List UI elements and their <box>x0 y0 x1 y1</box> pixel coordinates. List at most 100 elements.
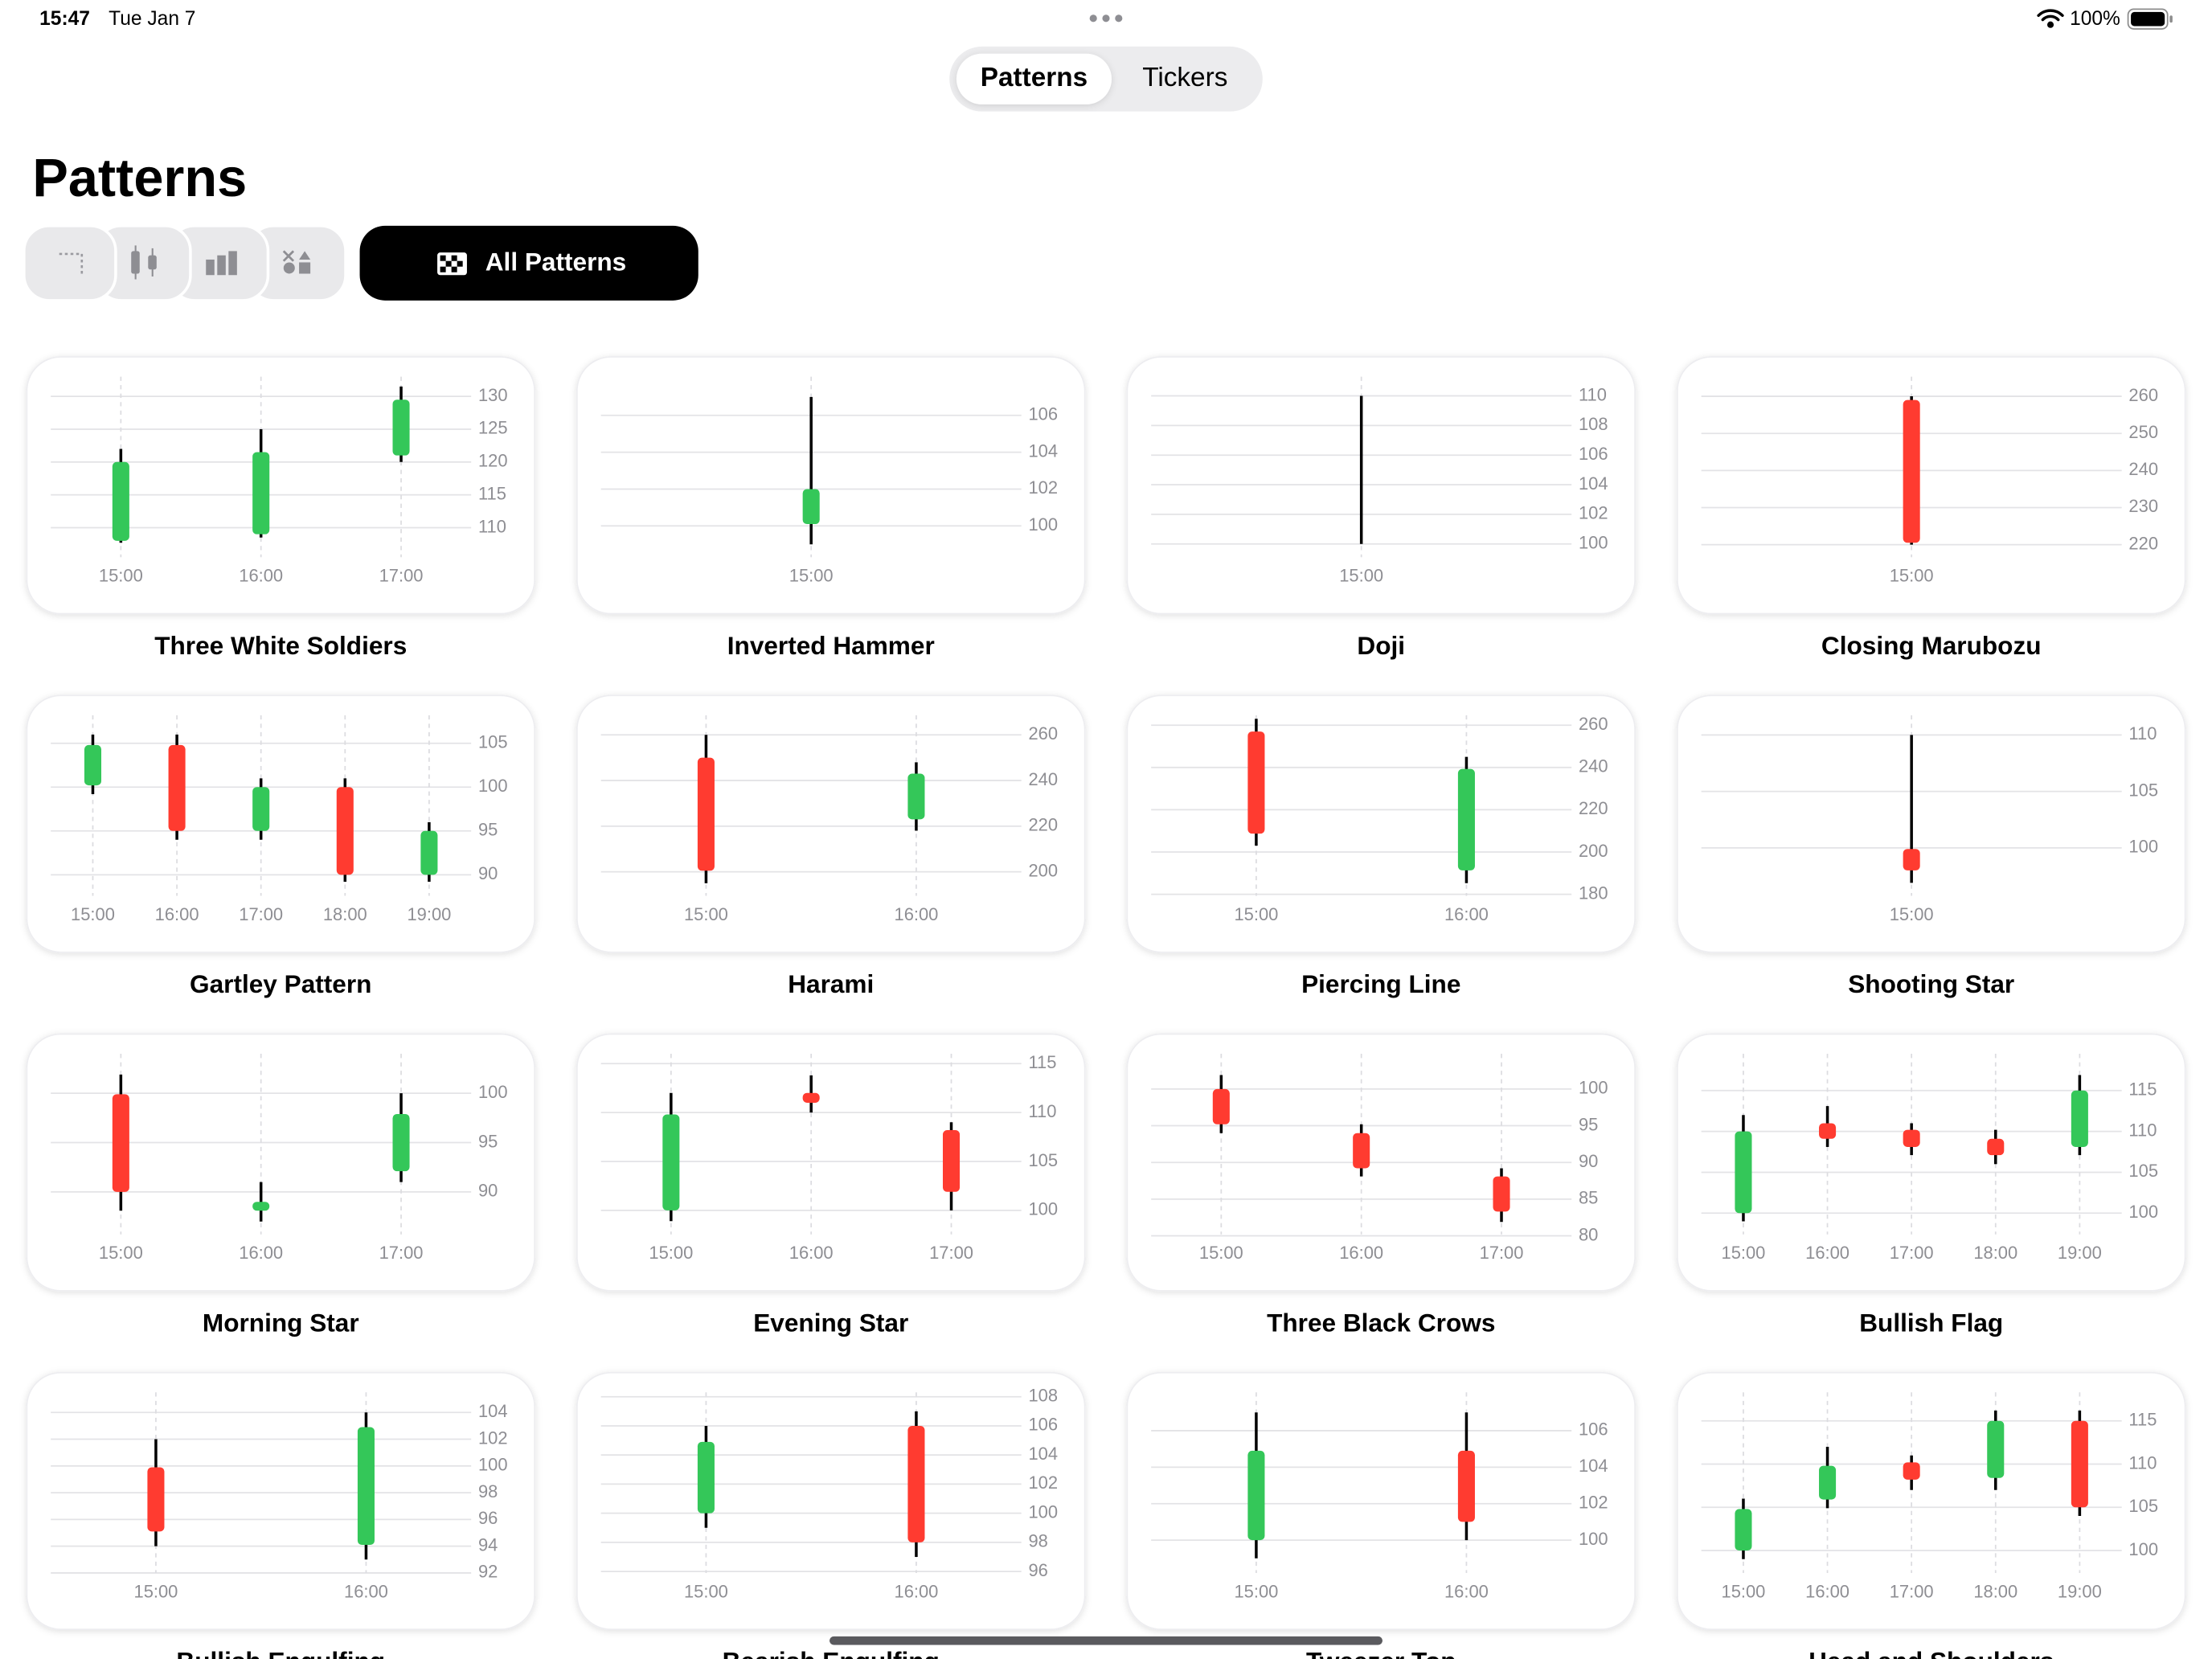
candle-body <box>1735 1509 1752 1550</box>
filter-icons <box>23 224 347 302</box>
candle-body <box>84 744 102 786</box>
y-tick-label: 104 <box>1579 473 1608 494</box>
x-tick-label: 18:00 <box>1973 1243 2017 1263</box>
y-tick-label: 102 <box>1579 1493 1608 1513</box>
candle-body <box>1903 1462 1920 1480</box>
multitask-dots[interactable] <box>1089 14 1123 23</box>
pattern-name: Three White Soldiers <box>154 631 407 660</box>
pattern-card[interactable]: 100 102 104 106 15:00 16:00 Tweezer Top <box>1126 1371 1636 1659</box>
y-tick-label: 98 <box>1028 1531 1047 1551</box>
x-tick-label: 18:00 <box>323 904 367 924</box>
candle-body <box>1212 1088 1230 1124</box>
y-tick-label: 230 <box>2128 496 2158 516</box>
candle-body <box>1353 1133 1370 1169</box>
card-background <box>1676 694 2186 953</box>
candle-body <box>357 1427 375 1545</box>
y-tick-label: 105 <box>2128 1161 2158 1181</box>
pattern-name: Bearish Engulfing <box>723 1647 940 1659</box>
pattern-card[interactable]: 100 102 104 106 15:00 Inverted Hammer <box>576 356 1086 660</box>
candle-body <box>112 1094 129 1192</box>
y-tick-label: 250 <box>2128 422 2158 442</box>
candle-body <box>1247 731 1265 834</box>
candle-body <box>392 1113 410 1172</box>
y-tick-label: 95 <box>1579 1114 1598 1134</box>
segment-patterns[interactable]: Patterns <box>981 63 1088 92</box>
x-tick-label: 17:00 <box>1480 1243 1524 1263</box>
y-tick-label: 110 <box>478 516 506 536</box>
y-tick-label: 102 <box>1579 503 1608 523</box>
y-tick-label: 100 <box>2128 837 2158 857</box>
y-tick-label: 104 <box>478 1401 508 1421</box>
candle-body <box>907 773 925 820</box>
y-tick-label: 108 <box>1579 414 1608 434</box>
candle-body <box>662 1114 680 1210</box>
x-tick-label: 16:00 <box>1444 1581 1489 1601</box>
y-tick-label: 100 <box>1579 1078 1608 1098</box>
battery-percent: 100% <box>2070 8 2120 30</box>
y-tick-label: 108 <box>1028 1386 1058 1406</box>
pattern-name: Piercing Line <box>1301 969 1460 998</box>
all-patterns-label[interactable]: All Patterns <box>485 248 626 276</box>
pattern-card[interactable]: 180 200 220 240 260 15:00 16:00 Piercing Line <box>1126 694 1636 998</box>
y-tick-label: 260 <box>1028 723 1058 743</box>
y-tick-label: 90 <box>478 863 498 883</box>
page-title: Patterns <box>32 149 247 208</box>
y-tick-label: 220 <box>1579 798 1608 818</box>
x-tick-label: 16:00 <box>895 904 939 924</box>
x-tick-label: 16:00 <box>895 1581 939 1601</box>
y-tick-label: 92 <box>478 1562 498 1582</box>
filter-lines[interactable] <box>23 224 117 302</box>
y-tick-label: 106 <box>1579 444 1608 464</box>
y-tick-label: 96 <box>478 1508 498 1528</box>
pattern-card[interactable]: 110 115 120 125 130 15:00 16:00 17:00 Three Whit… <box>26 356 536 660</box>
pattern-card[interactable]: 90 95 100 105 15:00 16:00 17:00 18:00 19:00 Gartl… <box>26 694 536 998</box>
y-tick-label: 95 <box>478 1131 498 1151</box>
pattern-card[interactable]: 100 105 110 115 15:00 16:00 17:00 18:00 19:00 Hea… <box>1676 1371 2186 1659</box>
y-tick-label: 94 <box>478 1534 498 1555</box>
pattern-name: Bullish Flag <box>1859 1308 2003 1337</box>
x-tick-label: 15:00 <box>1234 1581 1278 1601</box>
pattern-card[interactable]: 100 102 104 106 108 110 15:00 Doji <box>1126 356 1636 660</box>
y-tick-label: 96 <box>1028 1560 1047 1580</box>
pattern-card[interactable]: 220 230 240 250 260 15:00 Closing Marubozu <box>1676 356 2186 660</box>
y-tick-label: 102 <box>1028 1473 1058 1493</box>
battery-icon <box>2127 8 2173 30</box>
y-tick-label: 85 <box>1579 1188 1598 1208</box>
y-tick-label: 240 <box>2128 459 2158 479</box>
y-tick-label: 115 <box>2128 1079 2157 1100</box>
pattern-name: Three Black Crows <box>1267 1308 1495 1337</box>
pattern-card[interactable]: 90 95 100 15:00 16:00 17:00 Morning Star <box>26 1033 536 1337</box>
y-tick-label: 104 <box>1579 1456 1608 1476</box>
segment-selected[interactable] <box>956 53 1112 104</box>
segment-tickers[interactable]: Tickers <box>1142 63 1227 92</box>
candle-body <box>168 744 186 831</box>
candle-body <box>1457 768 1475 870</box>
x-tick-label: 15:00 <box>1199 1243 1243 1263</box>
all-patterns-button[interactable] <box>359 225 698 301</box>
pattern-card[interactable]: 100 105 110 15:00 Shooting Star <box>1676 694 2186 998</box>
pattern-card[interactable]: 92 94 96 98 100 102 104 15:00 16:00 Bullish Engul… <box>26 1371 536 1659</box>
pattern-card[interactable]: 200 220 240 260 15:00 16:00 Harami <box>576 694 1086 998</box>
pattern-card[interactable]: 100 105 110 115 15:00 16:00 17:00 18:00 19:00 Bul… <box>1676 1033 2186 1337</box>
candle-body <box>1247 1450 1265 1541</box>
y-tick-label: 240 <box>1579 756 1608 776</box>
candle-body <box>2071 1420 2088 1508</box>
y-tick-label: 120 <box>478 451 508 471</box>
x-tick-label: 15:00 <box>1722 1243 1766 1263</box>
pattern-card[interactable]: 96 98 100 102 104 106 108 15:00 16:00 Bearish Eng… <box>576 1371 1086 1659</box>
pattern-name: Tweezer Top <box>1306 1647 1456 1659</box>
y-tick-label: 106 <box>1028 1415 1058 1435</box>
pattern-card[interactable]: 80 85 90 95 100 15:00 16:00 17:00 Three Black Cr… <box>1126 1033 1636 1337</box>
y-tick-label: 100 <box>2128 1539 2158 1559</box>
pattern-grid: 110 115 120 125 130 15:00 16:00 17:00 Three Whit… <box>26 356 2186 1659</box>
x-tick-label: 15:00 <box>99 1243 143 1263</box>
y-tick-label: 180 <box>1579 883 1608 903</box>
pattern-card[interactable]: 100 105 110 115 15:00 16:00 17:00 Evening Star <box>576 1033 1086 1337</box>
y-tick-label: 106 <box>1028 404 1058 424</box>
y-tick-label: 110 <box>2128 723 2157 743</box>
x-tick-label: 16:00 <box>1339 1243 1383 1263</box>
y-tick-label: 200 <box>1579 841 1608 861</box>
y-tick-label: 100 <box>1028 514 1058 535</box>
